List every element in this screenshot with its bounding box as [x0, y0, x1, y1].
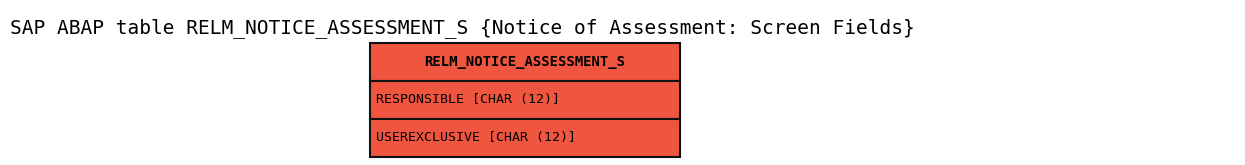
Bar: [370, 43, 680, 81]
Text: SAP ABAP table RELM_NOTICE_ASSESSMENT_S {Notice of Assessment: Screen Fields}: SAP ABAP table RELM_NOTICE_ASSESSMENT_S …: [10, 18, 915, 38]
Bar: [370, 81, 680, 119]
Bar: [370, 119, 680, 157]
Text: RELM_NOTICE_ASSESSMENT_S: RELM_NOTICE_ASSESSMENT_S: [425, 55, 625, 69]
Text: RESPONSIBLE [CHAR (12)]: RESPONSIBLE [CHAR (12)]: [376, 94, 560, 106]
Text: USEREXCLUSIVE [CHAR (12)]: USEREXCLUSIVE [CHAR (12)]: [376, 132, 576, 145]
